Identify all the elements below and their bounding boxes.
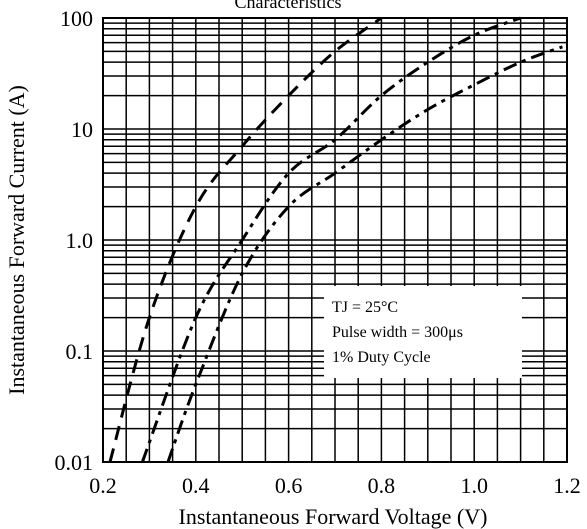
annotation-line-2: Pulse width = 300μs <box>332 324 463 341</box>
y-tick-label: 10 <box>71 117 93 142</box>
series-layer <box>108 16 563 463</box>
grid-lines <box>103 18 567 462</box>
x-tick-label: 1.2 <box>553 473 581 498</box>
y-tick-label: 1.0 <box>66 228 94 253</box>
chart-title: Characteristics <box>235 0 342 12</box>
y-axis-label: Instantaneous Forward Current (A) <box>4 85 29 395</box>
x-tick-label: 0.6 <box>275 473 303 498</box>
y-tick-label: 0.01 <box>55 450 94 475</box>
x-tick-label: 1.0 <box>460 473 488 498</box>
x-tick-label: 0.8 <box>368 473 396 498</box>
y-tick-label: 100 <box>60 6 93 31</box>
tick-labels: 0.2 0.4 0.6 0.8 1.0 1.2 0.01 0.1 1.0 10 100 <box>55 6 581 498</box>
x-axis-label: Instantaneous Forward Voltage (V) <box>179 504 488 529</box>
y-tick-label: 0.1 <box>66 339 94 364</box>
series-line-1 <box>108 16 383 463</box>
annotation-line-3: 1% Duty Cycle <box>332 349 431 366</box>
annotation-line-1: TJ = 25°C <box>332 299 398 316</box>
x-tick-label: 0.4 <box>182 473 210 498</box>
series-line-2 <box>140 16 522 463</box>
plot-frame <box>102 17 568 463</box>
x-tick-label: 0.2 <box>89 473 117 498</box>
annotation-box: TJ = 25°C Pulse width = 300μs 1% Duty Cy… <box>324 286 522 378</box>
